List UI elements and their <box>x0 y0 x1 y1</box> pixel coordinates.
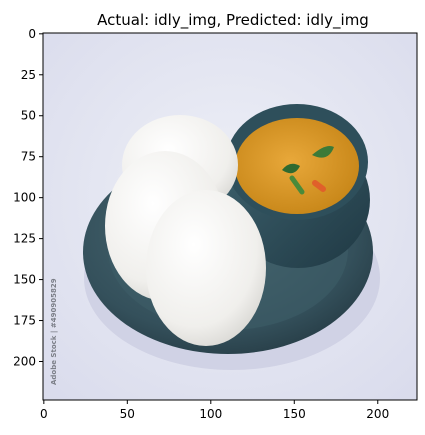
y-tick-label: 25 <box>21 68 36 82</box>
y-tick-label: 100 <box>13 191 36 205</box>
x-axis: 0 50 100 150 200 <box>40 400 389 421</box>
carrot <box>312 180 326 192</box>
y-tick-label: 75 <box>21 150 36 164</box>
y-tick-label: 175 <box>13 314 36 328</box>
leaf <box>282 163 300 174</box>
x-tick-label: 0 <box>40 407 48 421</box>
idly-front <box>146 190 266 346</box>
x-tick-label: 50 <box>120 407 135 421</box>
y-tick-label: 150 <box>13 273 36 287</box>
x-tick-label: 150 <box>283 407 306 421</box>
chart-title: Actual: idly_img, Predicted: idly_img <box>97 11 369 30</box>
photo-image: Adobe Stock | #490905829 <box>43 33 417 400</box>
y-tick-label: 50 <box>21 109 36 123</box>
y-tick-label: 0 <box>28 27 36 41</box>
x-tick-label: 100 <box>199 407 222 421</box>
leaf <box>312 146 334 158</box>
y-tick-label: 200 <box>13 354 36 368</box>
bean <box>289 175 305 195</box>
y-axis: 0 25 50 75 100 125 150 175 200 <box>13 27 43 368</box>
x-tick-label: 200 <box>366 407 389 421</box>
watermark: Adobe Stock | #490905829 <box>50 278 59 385</box>
axes-frame <box>42 32 418 401</box>
y-tick-label: 125 <box>13 232 36 246</box>
